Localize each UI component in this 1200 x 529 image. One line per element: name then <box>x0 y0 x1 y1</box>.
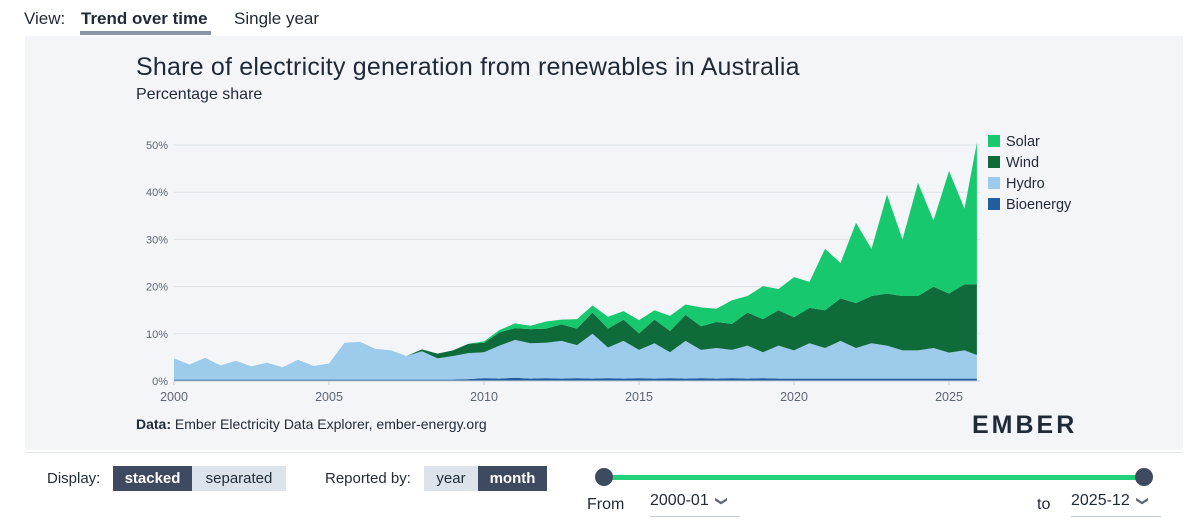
x-axis-ticks: 2000 2005 2010 2015 2020 2025 <box>160 380 980 404</box>
y-tick-label: 30% <box>146 234 168 246</box>
legend-label-hydro: Hydro <box>1006 176 1045 192</box>
date-range-slider[interactable] <box>604 475 1144 480</box>
range-end-handle[interactable] <box>1135 468 1153 486</box>
area-wind <box>174 284 977 368</box>
legend-swatch-bioenergy <box>988 198 1000 210</box>
reported-year-button[interactable]: year <box>424 466 478 491</box>
chart-subtitle: Percentage share <box>136 86 263 103</box>
chart-title: Share of electricity generation from ren… <box>136 53 800 81</box>
y-axis-ticks: 0% 10% 20% 30% 40% 50% <box>146 140 168 388</box>
reported-by-label: Reported by: <box>325 470 411 487</box>
legend-swatch-wind <box>988 156 1000 168</box>
x-tick-label: 2005 <box>315 390 343 404</box>
legend-swatch-solar <box>988 135 1000 147</box>
legend-label-bioenergy: Bioenergy <box>1006 197 1072 213</box>
x-tick-label: 2010 <box>470 390 498 404</box>
x-tick-label: 2020 <box>780 390 808 404</box>
from-label: From <box>587 496 625 513</box>
to-value: 2025-12 <box>1071 492 1130 509</box>
chevron-down-icon: ❯ <box>714 495 729 507</box>
area-hydro <box>174 333 977 380</box>
area-series <box>174 142 977 381</box>
tab-trend-over-time[interactable]: Trend over time <box>81 9 208 28</box>
legend-label-wind: Wind <box>1006 155 1039 171</box>
legend-swatch-hydro <box>988 177 1000 189</box>
display-label: Display: <box>47 470 101 487</box>
range-start-handle[interactable] <box>595 468 613 486</box>
from-value: 2000-01 <box>650 492 709 509</box>
display-stacked-button[interactable]: stacked <box>113 466 192 491</box>
ember-logo: EMBER <box>972 411 1078 439</box>
y-tick-label: 40% <box>146 187 168 199</box>
area-solar <box>174 142 977 368</box>
data-source: Data: Ember Electricity Data Explorer, e… <box>136 416 487 432</box>
from-select[interactable]: 2000-01 ❯ <box>650 492 740 517</box>
area-chart[interactable]: 0%10%20%30%40%50% 2000 2005 2010 2015 2020 20… <box>0 0 1200 450</box>
y-tick-label: 50% <box>146 140 168 152</box>
x-tick-label: 2015 <box>625 390 653 404</box>
to-select[interactable]: 2025-12 ❯ <box>1071 492 1161 517</box>
chevron-down-icon: ❯ <box>1135 495 1150 507</box>
x-tick-label: 2025 <box>935 390 963 404</box>
source-text: Ember Electricity Data Explorer, ember-e… <box>174 416 487 432</box>
view-label: View: <box>24 9 66 28</box>
reported-month-button[interactable]: month <box>478 466 547 491</box>
active-tab-indicator <box>80 31 211 35</box>
to-label: to <box>1037 496 1051 513</box>
legend: Solar Wind Hydro Bioenergy <box>988 134 1072 213</box>
tab-single-year[interactable]: Single year <box>234 9 320 28</box>
area-bioenergy <box>174 377 977 381</box>
y-tick-label: 10% <box>146 329 168 341</box>
source-label: Data: <box>136 416 172 432</box>
legend-label-solar: Solar <box>1006 134 1040 150</box>
y-tick-label: 20% <box>146 282 168 294</box>
view-tabs: View: Trend over time Single year <box>0 0 1200 36</box>
x-tick-label: 2000 <box>160 390 188 404</box>
y-tick-label: 0% <box>152 376 168 388</box>
display-separated-button[interactable]: separated <box>192 466 286 491</box>
